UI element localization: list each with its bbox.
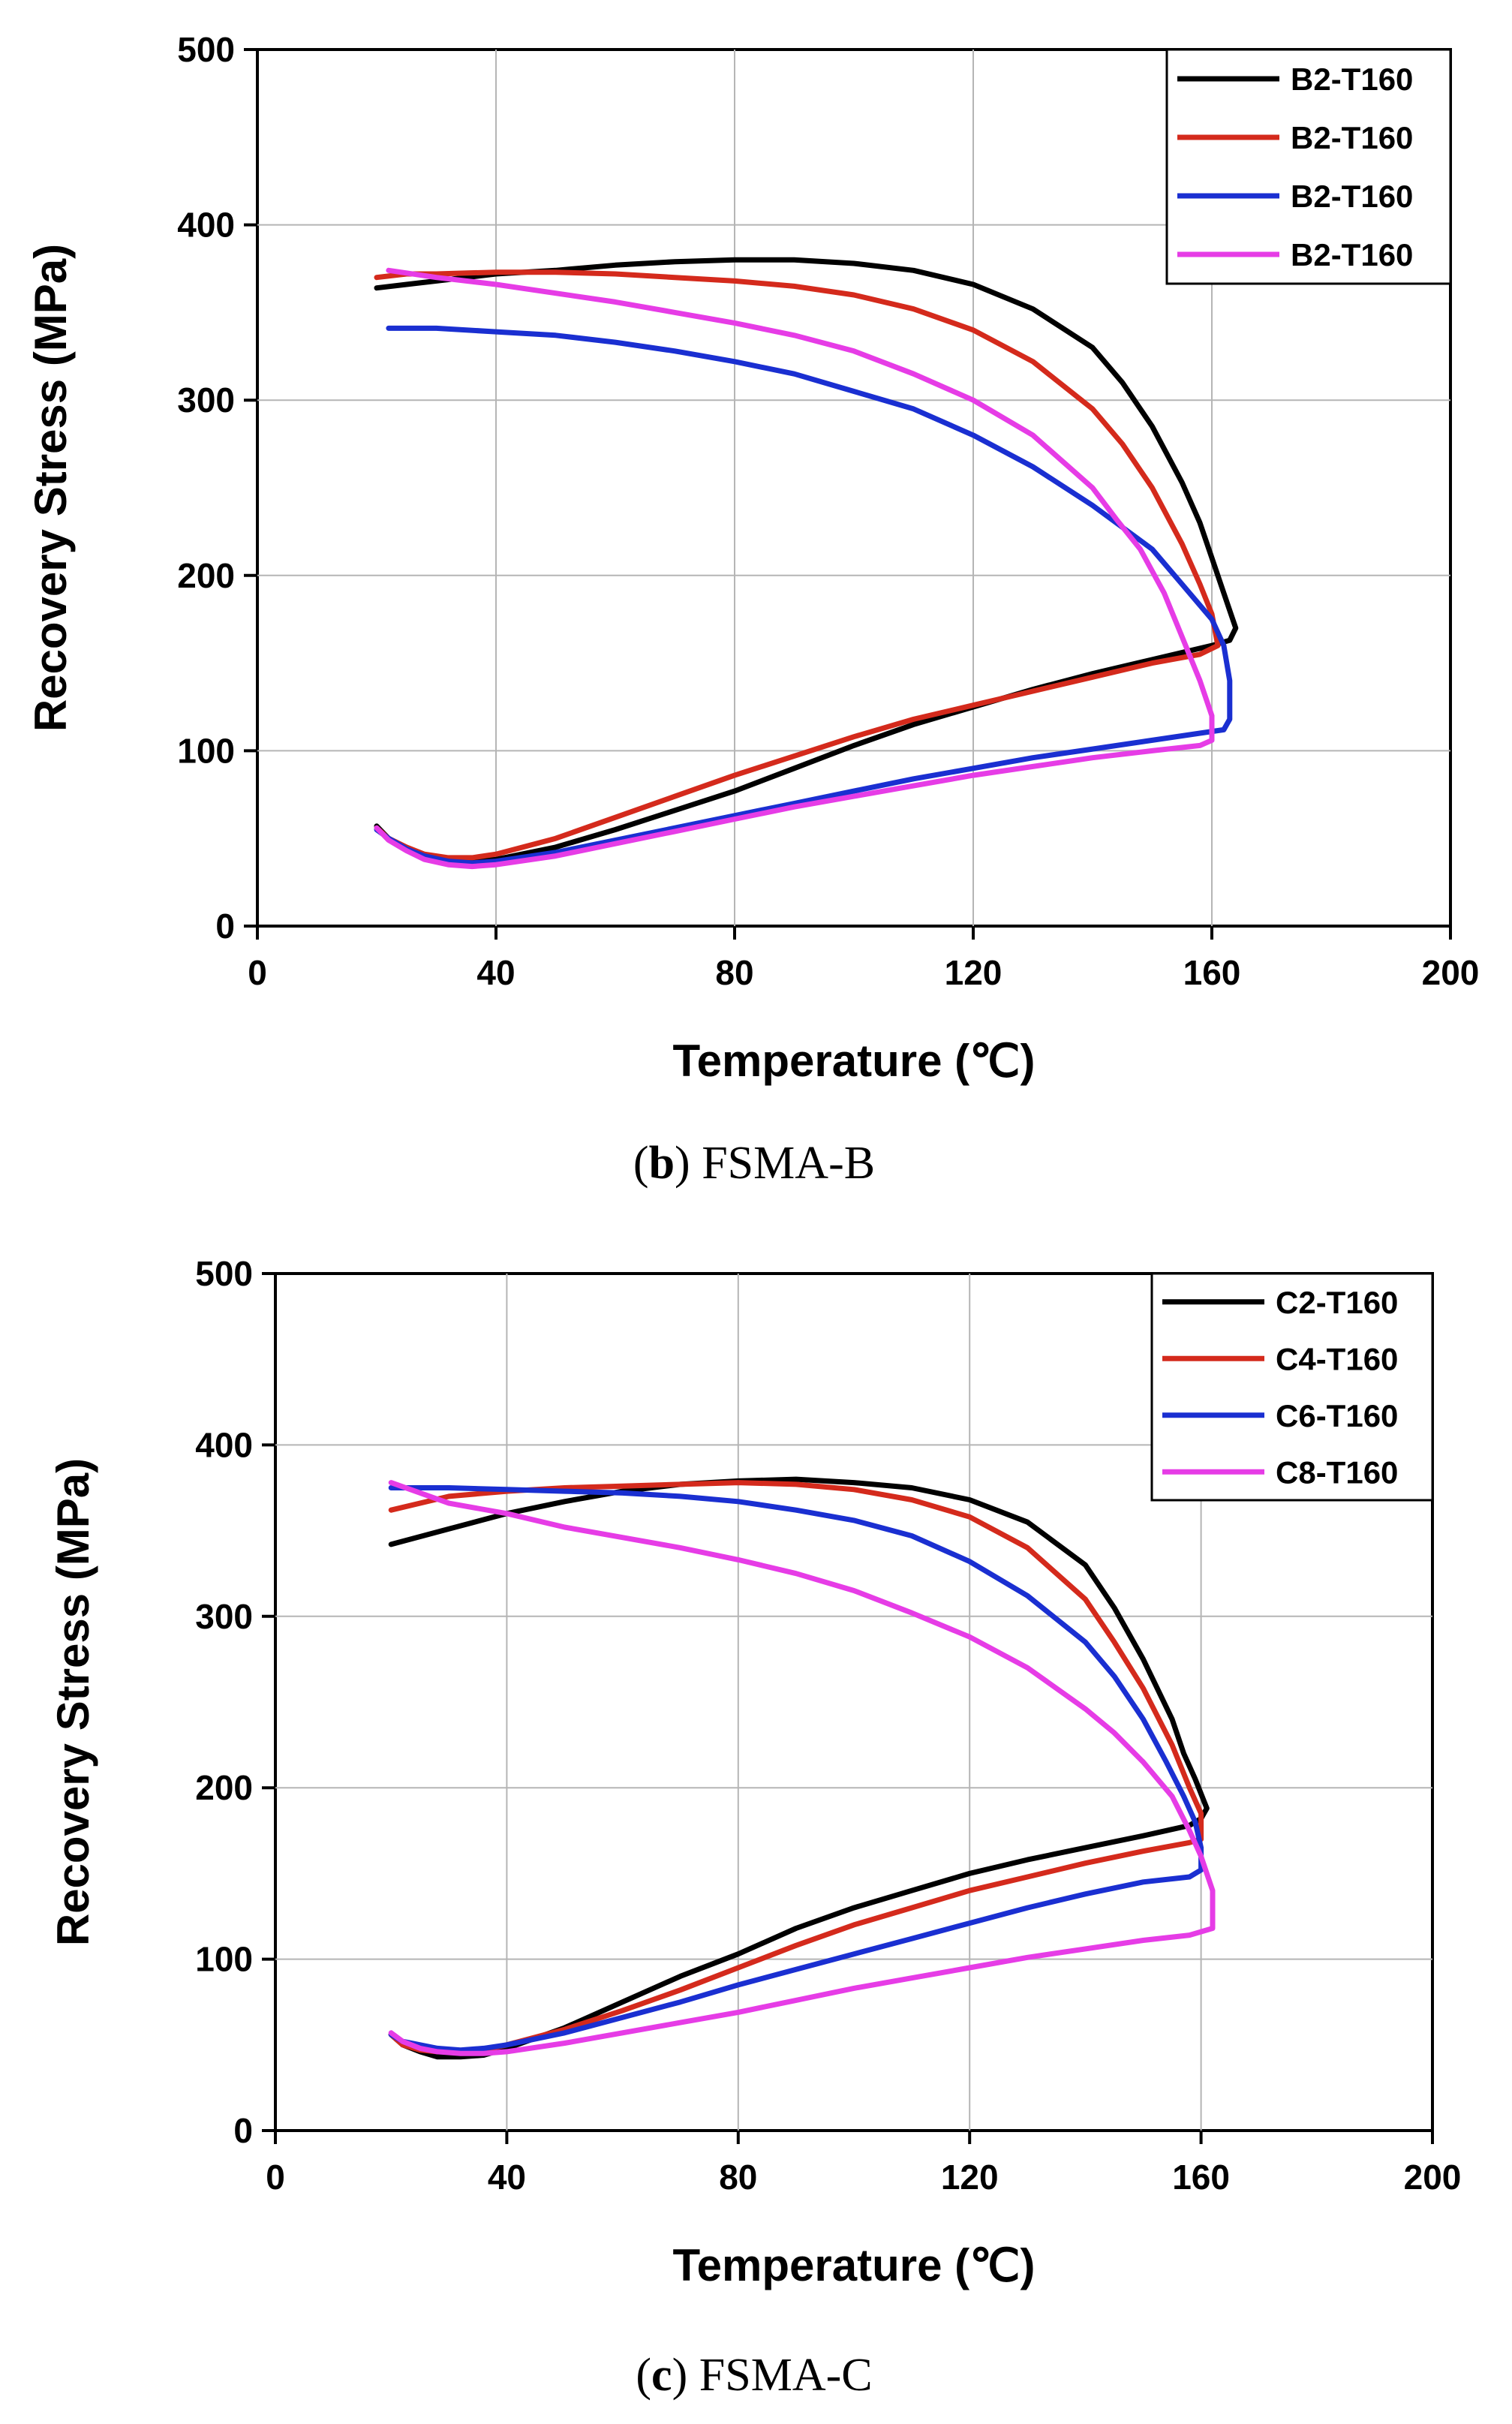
series-group-b (374, 257, 1239, 870)
legend-label-1: C2-T160 (1276, 1285, 1398, 1320)
y-axis-label-c: Recovery Stress (MPa) (48, 1458, 98, 1946)
caption-b: (b) FSMA-B (633, 1138, 875, 1189)
x-tick-label: 80 (719, 2158, 757, 2197)
x-tick-label: 0 (266, 2158, 285, 2197)
x-axis-label-b: Temperature (℃) (672, 1036, 1035, 1086)
legend-label-3: C6-T160 (1276, 1398, 1398, 1433)
y-tick-label: 500 (195, 1254, 253, 1293)
legend-label-2: B2-T160 (1291, 120, 1413, 155)
y-tick-label: 300 (177, 380, 235, 420)
series-group-c (388, 1476, 1216, 2060)
legend-box (1150, 1272, 1434, 1502)
caption-text-c: ) FSMA-C (672, 2350, 873, 2401)
x-axis-label-c: Temperature (℃) (672, 2240, 1035, 2290)
caption-text-b: FSMA-B (690, 1138, 875, 1189)
x-tick-label: 160 (1172, 2158, 1230, 2197)
series-line-c-4 (388, 1480, 1216, 2056)
legend-c: C2-T160 C4-T160 C6-T160 C8-T160 (1150, 1272, 1434, 1502)
series-line-b-2 (374, 269, 1221, 861)
caption-letter-b: b (649, 1138, 675, 1189)
legend-label-2: C4-T160 (1276, 1341, 1398, 1376)
y-tick-label: 500 (177, 30, 235, 69)
legend-label-4: C8-T160 (1276, 1454, 1398, 1490)
legend-label-3: B2-T160 (1291, 179, 1413, 214)
series-line-c-3 (388, 1485, 1204, 2053)
y-tick-label: 200 (195, 1768, 253, 1807)
plot-frame-c (274, 1272, 1434, 2132)
series-line-b-4 (374, 267, 1215, 870)
series-line-b-3 (374, 325, 1233, 866)
y-tick-label: 100 (195, 1940, 253, 1979)
x-tick-label: 40 (488, 2158, 526, 2197)
legend-label-4: B2-T160 (1291, 237, 1413, 272)
ticks-c: 0 40 80 120 160 200 0 100 200 300 400 500 (195, 1254, 1461, 2197)
caption-letter-c: c (651, 2350, 672, 2401)
chart-fsma-c: 0 40 80 120 160 200 0 100 200 300 400 500 Temperatu… (48, 1254, 1461, 2401)
y-axis-label-b: Recovery Stress (MPa) (26, 244, 76, 732)
legend-b: B2-T160 B2-T160 B2-T160 B2-T160 (1165, 48, 1452, 285)
x-tick-label: 160 (1183, 953, 1241, 992)
y-tick-label: 400 (177, 206, 235, 245)
legend-label-1: B2-T160 (1291, 62, 1413, 97)
y-tick-label: 100 (177, 731, 235, 770)
chart-fsma-b: 0 40 80 120 160 200 0 100 200 300 400 500 Temperatu… (26, 30, 1479, 1189)
x-tick-label: 120 (941, 2158, 999, 2197)
y-tick-label: 0 (215, 907, 235, 946)
x-tick-label: 40 (476, 953, 515, 992)
x-tick-label: 0 (248, 953, 267, 992)
plot-frame-b (256, 48, 1452, 928)
x-tick-label: 200 (1422, 953, 1480, 992)
y-tick-label: 300 (195, 1597, 253, 1636)
caption-c: (c) FSMA-C (636, 2350, 872, 2401)
y-tick-label: 0 (233, 2111, 253, 2150)
legend-box (1165, 48, 1452, 285)
y-tick-label: 200 (177, 556, 235, 595)
series-line-c-2 (388, 1480, 1204, 2055)
x-tick-label: 80 (715, 953, 753, 992)
ticks-b: 0 40 80 120 160 200 0 100 200 300 400 500 (177, 30, 1479, 992)
series-line-b-1 (374, 257, 1239, 865)
x-tick-label: 200 (1404, 2158, 1462, 2197)
x-tick-label: 120 (945, 953, 1002, 992)
y-tick-label: 400 (195, 1425, 253, 1464)
